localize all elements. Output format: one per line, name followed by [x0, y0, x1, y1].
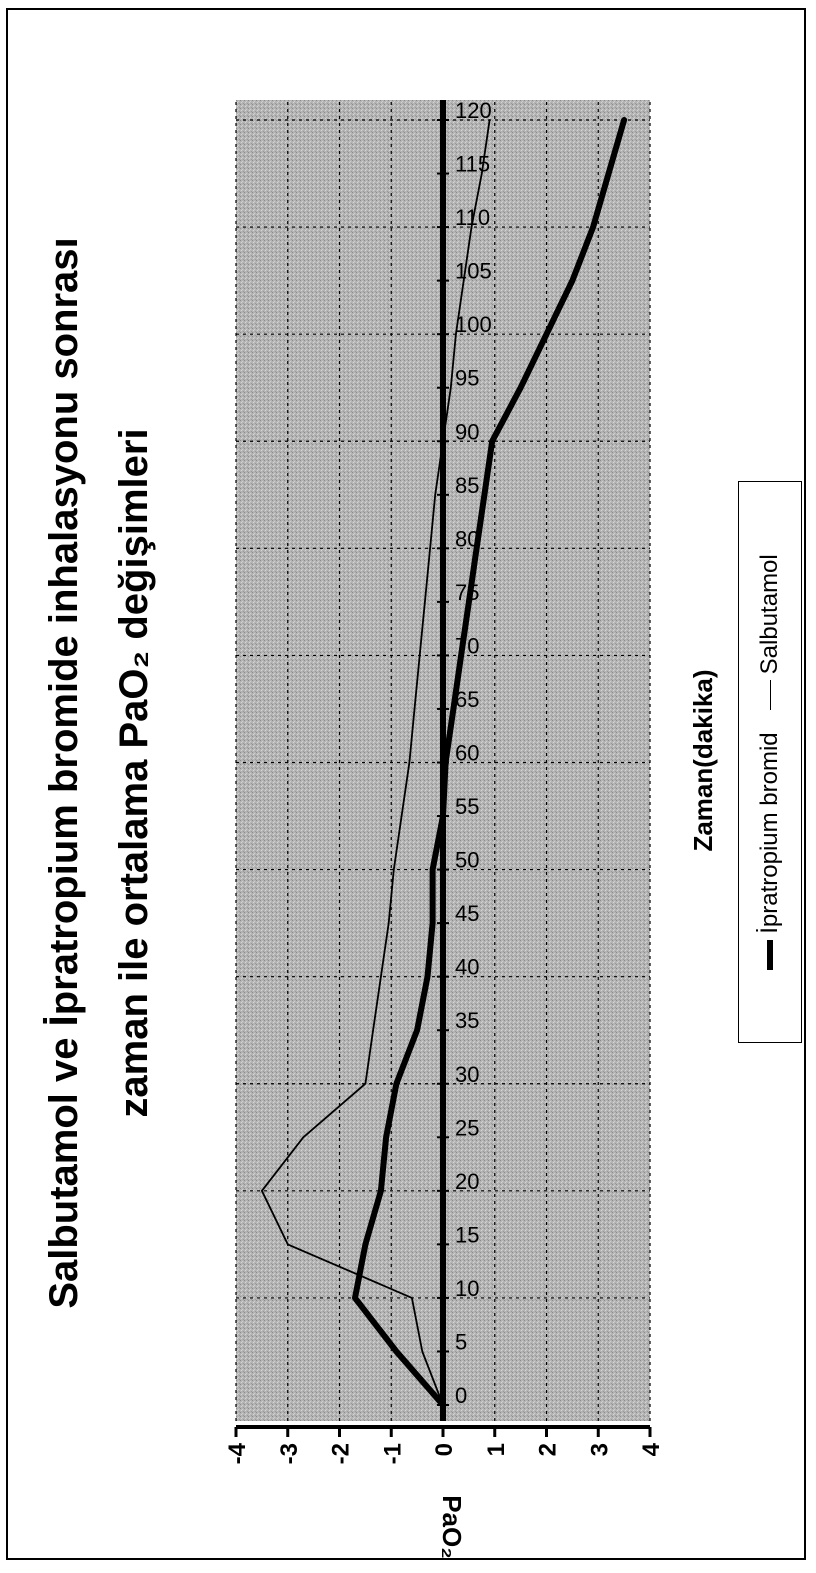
data-point — [400, 815, 403, 817]
x-tick-label: 15 — [455, 1222, 479, 1247]
data-point — [607, 172, 611, 176]
data-point — [415, 1028, 419, 1032]
x-tick-label: 105 — [455, 259, 492, 284]
data-point — [425, 975, 429, 979]
data-point — [408, 761, 411, 764]
x-tick-label: 70 — [455, 633, 479, 658]
series-lines — [260, 117, 628, 1408]
legend-label-ipratropium: İpratropium bromid — [756, 732, 783, 934]
data-point — [413, 708, 416, 710]
x-tick-label: 110 — [455, 205, 490, 230]
y-tick-label: 0 — [431, 1443, 458, 1456]
x-tick-label: 10 — [455, 1276, 479, 1301]
legend-swatch-thick — [767, 939, 773, 970]
data-point — [467, 600, 471, 604]
data-point — [363, 1242, 367, 1246]
data-point — [482, 493, 486, 497]
tick-labels: 43210-1-2-3-4051015202530354045505560657… — [224, 98, 718, 1559]
x-tick-label: 85 — [455, 473, 479, 498]
x-tick-label: 55 — [455, 794, 479, 819]
y-tick-label: -4 — [224, 1442, 251, 1464]
data-point — [545, 332, 548, 336]
data-point — [384, 1135, 388, 1139]
data-point — [379, 1189, 383, 1193]
y-axis-title: PaO₂ — [437, 1495, 467, 1559]
data-point — [431, 868, 435, 872]
data-point — [442, 1404, 444, 1406]
data-point — [449, 386, 452, 389]
chart-frame — [6, 8, 806, 1560]
data-point — [459, 653, 463, 657]
y-tick-label: -2 — [328, 1443, 355, 1464]
data-point — [570, 279, 574, 283]
data-point — [372, 1029, 374, 1032]
data-point — [353, 1296, 357, 1300]
data-point — [261, 1190, 263, 1192]
x-tick-label: 100 — [455, 312, 492, 337]
data-point — [470, 226, 473, 228]
x-tick-label: 115 — [455, 152, 490, 177]
x-tick-label: 5 — [455, 1329, 467, 1354]
data-point — [394, 1349, 398, 1353]
x-tick-label: 0 — [455, 1383, 467, 1408]
data-point — [431, 921, 435, 925]
x-tick-label: 90 — [455, 419, 479, 444]
data-point — [519, 386, 523, 390]
x-tick-label: 60 — [455, 741, 479, 766]
x-tick-label: 80 — [455, 526, 479, 551]
data-point — [441, 814, 445, 818]
x-axis-title: Zaman(dakika) — [688, 669, 718, 851]
legend-label-salbutamol: Salbutamol — [756, 554, 783, 675]
data-point — [434, 493, 437, 496]
x-tick-label: 45 — [455, 901, 479, 926]
data-point — [387, 922, 390, 924]
x-tick-label: 40 — [455, 955, 479, 980]
data-point — [455, 333, 457, 335]
legend-item-salbutamol: Salbutamol — [756, 554, 784, 711]
data-point — [418, 654, 421, 657]
data-point — [591, 225, 595, 229]
x-tick-label: 25 — [455, 1115, 479, 1140]
data-point — [475, 546, 479, 550]
data-point — [451, 707, 455, 711]
y-tick-label: 3 — [586, 1443, 613, 1456]
x-tick-label: 35 — [455, 1008, 479, 1033]
data-point — [411, 1297, 413, 1299]
data-point — [421, 1350, 424, 1353]
y-tick-label: -3 — [276, 1443, 303, 1464]
x-tick-label: 30 — [455, 1062, 479, 1087]
data-point — [424, 601, 426, 603]
x-tick-label: 50 — [455, 848, 479, 873]
legend: İpratropium bromid Salbutamol — [738, 481, 802, 1043]
data-point — [490, 439, 494, 443]
data-point — [302, 1136, 305, 1139]
data-point — [394, 1082, 398, 1086]
legend-swatch-thin — [769, 680, 771, 711]
data-point — [481, 172, 483, 175]
x-tick-label: 95 — [455, 366, 479, 391]
data-point — [286, 1243, 289, 1246]
y-tick-label: 2 — [535, 1443, 562, 1456]
grid-lines — [235, 100, 651, 1421]
y-tick-label: 4 — [638, 1442, 665, 1456]
x-tick-label: 75 — [455, 580, 479, 605]
data-point — [462, 279, 465, 282]
data-point — [444, 761, 448, 764]
data-point — [442, 440, 444, 443]
x-tick-label: 65 — [455, 687, 479, 712]
data-point — [393, 868, 395, 871]
y-tick-label: -1 — [379, 1443, 406, 1464]
data-point — [488, 119, 491, 121]
data-point — [622, 118, 626, 122]
data-point — [364, 1082, 367, 1085]
data-point — [380, 975, 382, 978]
x-tick-label: 120 — [455, 98, 492, 123]
y-tick-label: 1 — [483, 1443, 510, 1456]
data-point — [429, 547, 431, 550]
legend-item-ipratropium: İpratropium bromid — [756, 732, 784, 970]
x-tick-label: 20 — [455, 1169, 479, 1194]
